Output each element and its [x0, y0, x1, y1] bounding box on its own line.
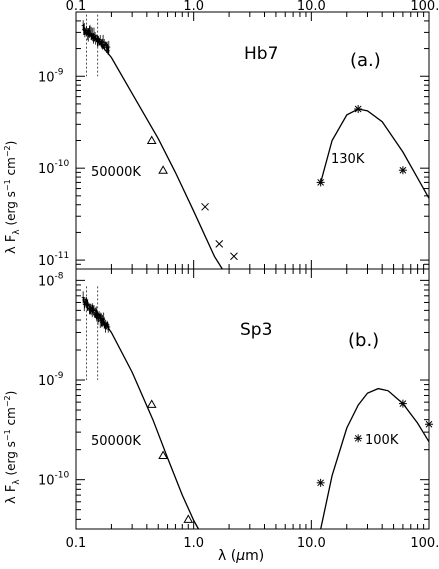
panel-b-triangle-point	[183, 514, 194, 523]
panel-a-cold-curve-label: 130K	[331, 152, 365, 167]
panel-a-hot-curve-label: 50000K	[91, 165, 141, 180]
panel-a-xtick-label: 0.1	[66, 0, 87, 14]
panel-a-ylabel: λ Fλ (erg s−1 cm−2)	[3, 141, 22, 254]
panel-a-triangle-point	[158, 165, 168, 174]
panel-b-plot: 0.1 1.0 10.0 100.0 10-8 10-9 10-10	[38, 269, 439, 551]
panel-a-ytick-label: 10-9	[38, 67, 64, 85]
panel-b-asterisk-point	[354, 434, 363, 443]
panel-b-triangle-point	[146, 399, 157, 408]
panel-a-asterisk-point	[398, 166, 407, 175]
panel-a-model-curve-hot	[84, 29, 223, 270]
panel-b-label: Sp3	[240, 320, 272, 340]
panel-a-ytick-label: 10-11	[38, 251, 69, 269]
panel-a-model-curve-cold	[320, 108, 430, 199]
panel-a-cross-point	[201, 202, 209, 211]
panel-b-ytick-label: 10-8	[38, 271, 64, 289]
panel-b-uv-spectrum	[81, 286, 111, 381]
panel-b-cold-curve-label: 100K	[365, 433, 399, 448]
panel-b-triangle-point	[158, 450, 168, 459]
panel-b-xtick-label: 100.0	[410, 536, 439, 551]
panel-a-xtick-label: 10.0	[297, 0, 326, 14]
panel-a-uv-spectrum	[81, 14, 111, 77]
panel-b-frame	[75, 268, 430, 530]
panel-b-asterisk-point	[398, 399, 407, 408]
panel-b-asterisk-point	[316, 478, 325, 487]
panel-b-model-curve-cold	[320, 387, 430, 530]
x-axis-label: λ (μm)	[218, 548, 264, 564]
panel-a-tag: (a.)	[350, 50, 381, 71]
panel-b-xtick-label: 0.1	[66, 536, 87, 551]
panel-a-xtick-label: 100.0	[410, 0, 439, 14]
panel-a-asterisk-point	[354, 105, 363, 114]
panel-a-xtick-label: 1.0	[183, 0, 204, 14]
panel-b-ylabel: λ Fλ (erg s−1 cm−2)	[3, 391, 22, 504]
panel-a-asterisk-point	[316, 178, 325, 187]
panel-a-plot: 0.1 1.0 10.0 100.0 10-9 10-10 10-11	[38, 0, 439, 270]
panel-b-model-curve-hot	[84, 302, 200, 530]
svg-text:λ Fλ (erg s−1 cm−2): λ Fλ (erg s−1 cm−2)	[3, 391, 22, 504]
panel-a-triangle-point	[146, 135, 157, 144]
panel-b-xtick-label: 10.0	[297, 536, 326, 551]
panel-b-asterisk-point	[425, 420, 433, 429]
panel-b-ytick-label: 10-10	[38, 471, 70, 489]
panel-b-hot-curve-label: 50000K	[91, 434, 141, 449]
panel-b-ytick-label: 10-9	[38, 371, 64, 389]
panel-a-cross-point	[230, 252, 238, 261]
panel-a-cross-point	[215, 240, 224, 248]
panel-a-ytick-label: 10-10	[38, 159, 70, 177]
panel-a-label: Hb7	[244, 44, 278, 64]
panel-b-xtick-label: 1.0	[183, 536, 204, 551]
svg-text:λ Fλ (erg s−1 cm−2): λ Fλ (erg s−1 cm−2)	[3, 141, 22, 254]
panel-b-tag: (b.)	[348, 330, 379, 351]
